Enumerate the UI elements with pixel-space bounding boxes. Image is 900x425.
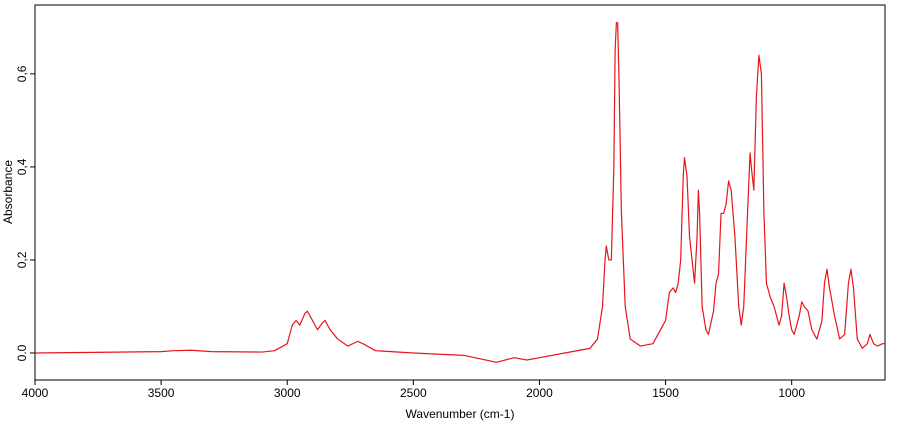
y-axis-label: Absorbance: [1, 160, 15, 224]
x-axis-label: Wavenumber (cm-1): [406, 407, 515, 421]
x-tick-label: 1000: [778, 386, 805, 400]
x-tick-label: 2500: [400, 386, 427, 400]
x-tick-label: 3000: [274, 386, 301, 400]
x-tick-label: 4000: [22, 386, 49, 400]
plot-frame: [34, 4, 886, 381]
y-tick-label: 0,6: [15, 65, 29, 82]
x-tick-label: 1500: [652, 386, 679, 400]
x-tick-label: 3500: [148, 386, 175, 400]
y-tick-label: 0,2: [15, 251, 29, 268]
y-tick-label: 0.0: [15, 344, 29, 361]
y-tick-label: 0,4: [15, 158, 29, 175]
spectrum-line: [34, 22, 885, 363]
x-tick-label: 2000: [526, 386, 553, 400]
